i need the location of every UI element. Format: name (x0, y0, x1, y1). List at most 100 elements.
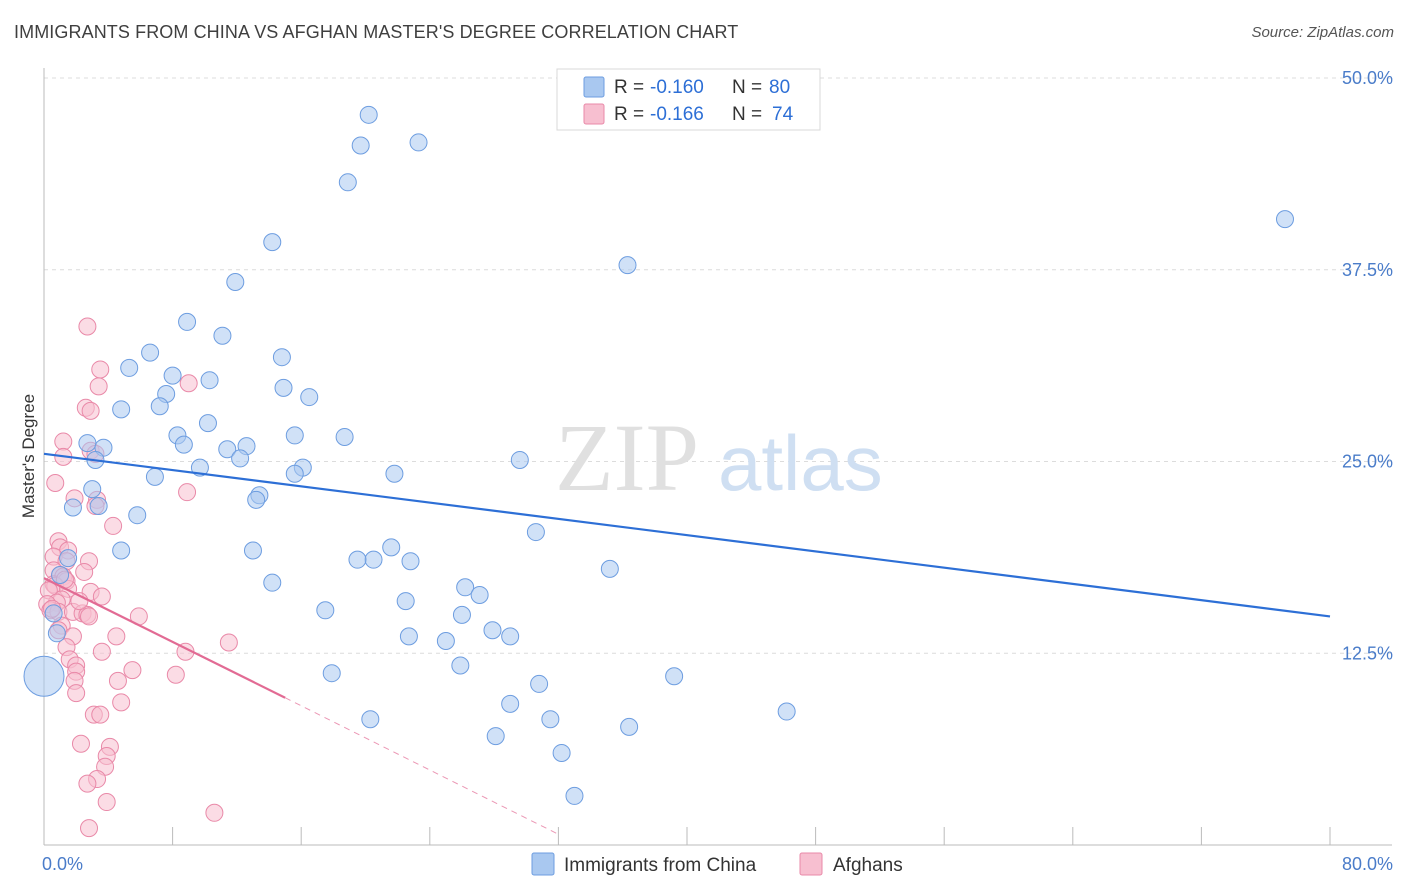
y-tick-label: 12.5% (1342, 643, 1393, 663)
y-tick-label: 25.0% (1342, 452, 1393, 472)
x-tick-label-min: 0.0% (42, 854, 83, 874)
china-point (541, 710, 560, 729)
y-tick-label: 37.5% (1342, 260, 1393, 280)
legend-china-n-label: N = (732, 77, 762, 98)
watermark-atlas: atlas (718, 419, 883, 507)
legend-afghan-swatch (583, 103, 605, 125)
china-point (274, 378, 293, 397)
afghan-point (81, 401, 100, 420)
china-point (777, 702, 796, 721)
china-point (401, 552, 420, 571)
afghan-point (89, 377, 108, 396)
china-point (396, 592, 415, 611)
bottom-legend-afghan-swatch (799, 852, 823, 876)
legend-afghan-r-label: R = (614, 104, 644, 125)
legend-afghan-n-label: N = (732, 104, 762, 125)
afghan-point (104, 516, 123, 535)
china-point (530, 674, 549, 693)
china-point (112, 541, 131, 560)
y-axis-label: Master's Degree (19, 394, 38, 518)
china-point (486, 727, 505, 746)
china-point (348, 550, 367, 569)
china-point (359, 105, 378, 124)
china-point (351, 136, 370, 155)
china-point (501, 694, 520, 713)
china-points (23, 105, 1294, 805)
afghan-point (54, 432, 73, 451)
china-point (285, 426, 304, 445)
china-point (247, 490, 266, 509)
afghan-point (179, 374, 198, 393)
china-point (470, 585, 489, 604)
afghan-trendline (43, 577, 286, 699)
afghan-point (107, 627, 126, 646)
legend-afghan-n-value: 74 (772, 104, 794, 125)
china-point (620, 717, 639, 736)
china-point (141, 343, 160, 362)
china-point (385, 464, 404, 483)
china-point (399, 627, 418, 646)
afghan-point (71, 734, 90, 753)
china-point (120, 358, 139, 377)
legend-china-r-value: -0.160 (650, 77, 704, 98)
afghan-point (123, 661, 142, 680)
china-point (198, 414, 217, 433)
china-point (59, 549, 78, 568)
watermark-zip: ZIP (555, 404, 699, 511)
china-point (89, 496, 108, 515)
afghan-point (91, 360, 110, 379)
bottom-legend-china-label: Immigrants from China (564, 855, 757, 876)
afghan-point (75, 562, 94, 581)
china-point (1275, 210, 1294, 229)
legend-china-n-value: 80 (769, 77, 790, 98)
china-point (150, 397, 169, 416)
china-point (112, 400, 131, 419)
afghan-point (205, 803, 224, 822)
chart-title: IMMIGRANTS FROM CHINA VS AFGHAN MASTER'S… (14, 22, 739, 42)
afghan-point (108, 671, 127, 690)
china-point (322, 664, 341, 683)
china-point (231, 449, 250, 468)
china-point (78, 434, 97, 453)
china-point (174, 435, 193, 454)
china-point (364, 550, 383, 569)
china-point (63, 498, 82, 517)
china-point (618, 256, 637, 275)
china-point (226, 273, 245, 292)
china-point (83, 480, 102, 499)
afghan-point (80, 607, 99, 626)
afghan-point (78, 774, 97, 793)
china-point (145, 467, 164, 486)
china-point (51, 566, 70, 585)
china-point (218, 440, 237, 459)
afghan-point (91, 705, 110, 724)
y-tick-label: 50.0% (1342, 68, 1393, 88)
china-point (178, 312, 197, 331)
china-point (451, 656, 470, 675)
china-point (316, 601, 335, 620)
afghan-point (92, 587, 111, 606)
china-point (338, 173, 357, 192)
china-point (526, 523, 545, 542)
china-point (263, 233, 282, 252)
bottom-legend: Immigrants from China Afghans (531, 852, 903, 876)
china-point (565, 786, 584, 805)
china-point (263, 573, 282, 592)
china-point (285, 464, 304, 483)
china-point (382, 538, 401, 557)
china-point (510, 450, 529, 469)
afghan-point (67, 684, 86, 703)
china-point (552, 743, 571, 762)
china-point (600, 559, 619, 578)
legend-china-swatch (583, 76, 605, 98)
china-point (200, 371, 219, 390)
china-point (456, 578, 475, 597)
china-point (335, 427, 354, 446)
china-point (190, 458, 209, 477)
china-point (665, 667, 684, 686)
afghan-point (78, 317, 97, 336)
china-point (361, 710, 380, 729)
china-point (436, 631, 455, 650)
afghan-point (80, 819, 99, 838)
legend: R = -0.160 N = 80 R = -0.166 N = 74 (556, 68, 821, 131)
